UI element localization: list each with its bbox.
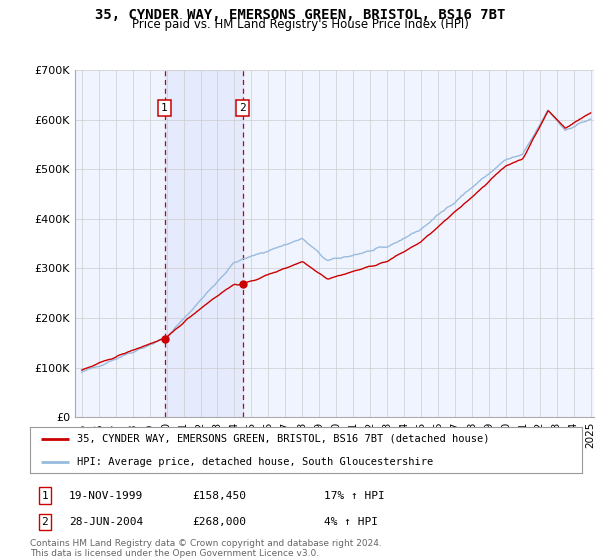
Bar xyxy=(164,70,243,417)
Text: 17% ↑ HPI: 17% ↑ HPI xyxy=(324,491,385,501)
Text: 1: 1 xyxy=(41,491,49,501)
Text: £158,450: £158,450 xyxy=(192,491,246,501)
Text: 35, CYNDER WAY, EMERSONS GREEN, BRISTOL, BS16 7BT (detached house): 35, CYNDER WAY, EMERSONS GREEN, BRISTOL,… xyxy=(77,434,490,444)
Text: 4% ↑ HPI: 4% ↑ HPI xyxy=(324,517,378,527)
Text: 1: 1 xyxy=(161,103,168,113)
Text: 19-NOV-1999: 19-NOV-1999 xyxy=(69,491,143,501)
Text: 2: 2 xyxy=(239,103,246,113)
Text: Contains HM Land Registry data © Crown copyright and database right 2024.
This d: Contains HM Land Registry data © Crown c… xyxy=(30,539,382,558)
Text: HPI: Average price, detached house, South Gloucestershire: HPI: Average price, detached house, Sout… xyxy=(77,457,433,466)
Text: £268,000: £268,000 xyxy=(192,517,246,527)
Text: 28-JUN-2004: 28-JUN-2004 xyxy=(69,517,143,527)
Text: 35, CYNDER WAY, EMERSONS GREEN, BRISTOL, BS16 7BT: 35, CYNDER WAY, EMERSONS GREEN, BRISTOL,… xyxy=(95,8,505,22)
Text: Price paid vs. HM Land Registry's House Price Index (HPI): Price paid vs. HM Land Registry's House … xyxy=(131,18,469,31)
Text: 2: 2 xyxy=(41,517,49,527)
